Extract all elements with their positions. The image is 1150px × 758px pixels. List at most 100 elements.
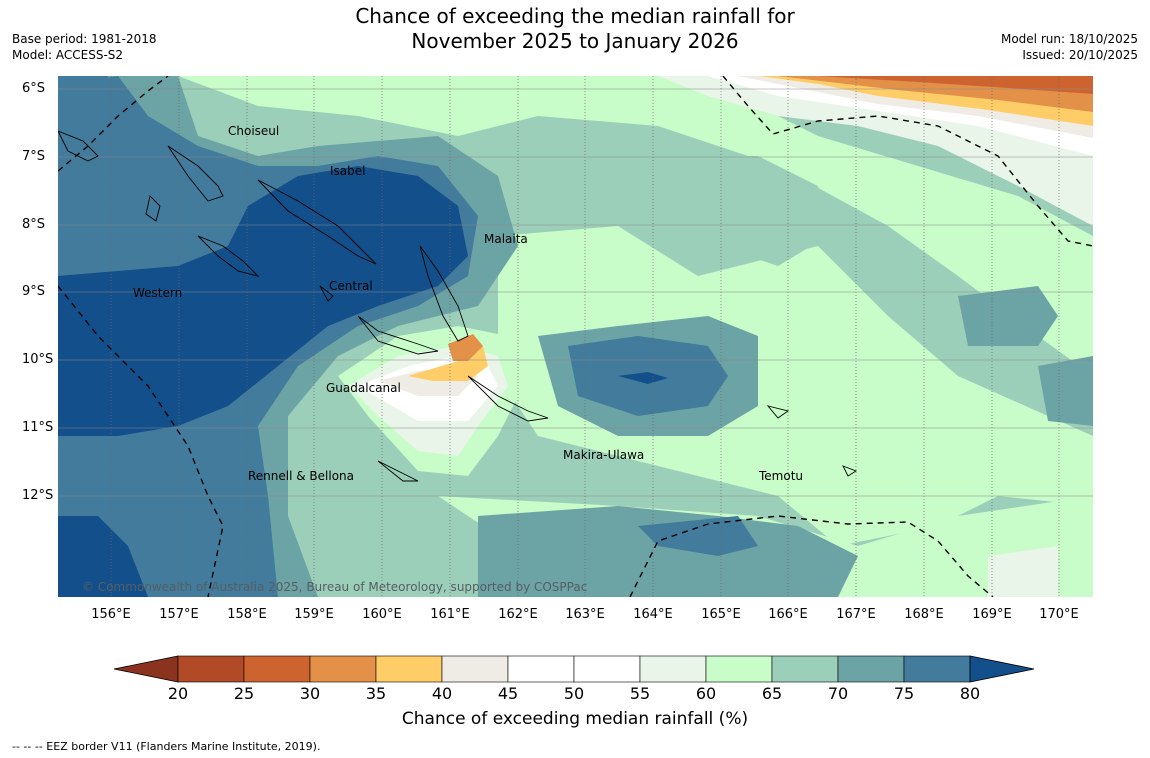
label-rennell-bellona: Rennell & Bellona [248, 469, 355, 483]
contour-70-south [478, 506, 858, 597]
new-georgia-island [197, 235, 260, 277]
colorbar-extension-high [969, 655, 1035, 683]
base-period: Base period: 1981-2018 [12, 32, 157, 46]
model-run: Model run: 18/10/2025 [1000, 32, 1138, 46]
issued-date: Issued: 20/10/2025 [1022, 48, 1138, 62]
lon-tick-163e: 163°E [565, 607, 605, 622]
colorbar-cell [177, 655, 245, 683]
lon-tick-170e: 170°E [1039, 607, 1079, 622]
colorbar-cell [243, 655, 311, 683]
colorbar-label-30: 30 [299, 684, 321, 703]
lat-tick-10s: 10°S [22, 352, 54, 367]
lon-tick-165e: 165°E [701, 607, 741, 622]
lat-tick-6s: 6°S [22, 81, 46, 96]
latitude-lines [58, 88, 1093, 497]
coastlines [58, 130, 858, 482]
model-name: Model: ACCESS-S2 [12, 48, 124, 62]
contour-35-guadalcanal [448, 334, 483, 361]
meta-right: Model run: 18/10/2025 Issued: 20/10/2025 [1001, 31, 1138, 63]
label-makira-ulawa: Makira-Ulawa [563, 448, 645, 462]
contour-75-northwest [58, 76, 118, 116]
santa-cruz-island [766, 405, 790, 419]
colorbar-label-20: 20 [167, 684, 189, 703]
contour-70-far-east [1038, 356, 1093, 426]
lat-tick-9s: 9°S [22, 284, 46, 299]
nggela-island [319, 285, 334, 302]
label-western: Western [133, 286, 183, 300]
contour-75-south [638, 516, 758, 556]
isabel-island [257, 179, 377, 265]
temotu-small-island [842, 465, 858, 477]
meta-left: Base period: 1981-2018 Model: ACCESS-S2 [12, 31, 157, 63]
map-title: Chance of exceeding the median rainfall … [0, 4, 1150, 54]
contour-40-guadalcanal [408, 346, 488, 381]
colorbar-cell [771, 655, 839, 683]
guadalcanal-island [357, 315, 439, 355]
label-isabel: Isabel [330, 164, 366, 178]
lon-tick-162e: 162°E [498, 607, 538, 622]
lon-tick-159e: 159°E [294, 607, 334, 622]
contour-80-central [618, 372, 668, 384]
colorbar-cell [903, 655, 971, 683]
lon-tick-168e: 168°E [904, 607, 944, 622]
colorbar-label-25: 25 [233, 684, 255, 703]
colorbar-label-60: 60 [695, 684, 717, 703]
lat-tick-8s: 8°S [22, 217, 46, 232]
colorbar-cell [507, 655, 575, 683]
colorbar-label-75: 75 [893, 684, 915, 703]
lon-tick-157e: 157°E [159, 607, 199, 622]
label-guadalcanal: Guadalcanal [326, 381, 401, 395]
colorbar [113, 655, 1035, 683]
lon-tick-164e: 164°E [633, 607, 673, 622]
colorbar-label-35: 35 [365, 684, 387, 703]
contour-80-west [58, 166, 468, 436]
map-title-line1: Chance of exceeding the median rainfall … [355, 4, 795, 28]
contour-55-southeast [988, 546, 1058, 597]
malaita-island [419, 245, 469, 342]
eez-border [58, 76, 1093, 597]
contour-60-central [498, 226, 1093, 546]
colorbar-cell [639, 655, 707, 683]
colorbar-cell [309, 655, 377, 683]
lon-tick-166e: 166°E [768, 607, 808, 622]
copyright-notice: © Commonwealth of Australia 2025, Bureau… [82, 580, 588, 594]
lon-tick-160e: 160°E [362, 607, 402, 622]
colorbar-cell [705, 655, 773, 683]
colorbar-cells [113, 655, 1035, 683]
lat-tick-11s: 11°S [22, 420, 54, 435]
colorbar-label-65: 65 [761, 684, 783, 703]
eez-legend: -- -- -- EEZ border V11 (Flanders Marine… [12, 740, 321, 753]
vella-lavella-island [145, 195, 161, 222]
label-temotu: Temotu [759, 469, 804, 483]
colorbar-label-50: 50 [563, 684, 585, 703]
lon-tick-161e: 161°E [430, 607, 470, 622]
bougainville-island [58, 130, 99, 162]
colorbar-extension-low [113, 655, 179, 683]
contour-60-north [178, 76, 1093, 376]
colorbar-label-45: 45 [497, 684, 519, 703]
label-central: Central [329, 279, 373, 293]
map-title-line2: November 2025 to January 2026 [411, 29, 739, 53]
contour-65-northeast [678, 156, 828, 266]
contour-80-southwest [58, 516, 148, 597]
rainfall-map [58, 76, 1093, 597]
label-malaita: Malaita [484, 232, 528, 246]
colorbar-label-80: 80 [959, 684, 981, 703]
lon-tick-169e: 169°E [972, 607, 1012, 622]
colorbar-label-70: 70 [827, 684, 849, 703]
colorbar-cell [441, 655, 509, 683]
contour-30-north [818, 76, 1093, 94]
lon-tick-156e: 156°E [91, 607, 131, 622]
colorbar-label-55: 55 [629, 684, 651, 703]
lon-tick-167e: 167°E [836, 607, 876, 622]
lat-tick-7s: 7°S [22, 149, 46, 164]
colorbar-title: Chance of exceeding median rainfall (%) [401, 709, 749, 729]
rennell-island [377, 460, 419, 482]
makira-island [467, 375, 549, 422]
choiseul-island [167, 145, 224, 202]
label-choiseul: Choiseul [228, 124, 280, 138]
lon-tick-158e: 158°E [227, 607, 267, 622]
colorbar-cell [375, 655, 443, 683]
lat-tick-12s: 12°S [22, 488, 54, 503]
colorbar-cell [573, 655, 641, 683]
